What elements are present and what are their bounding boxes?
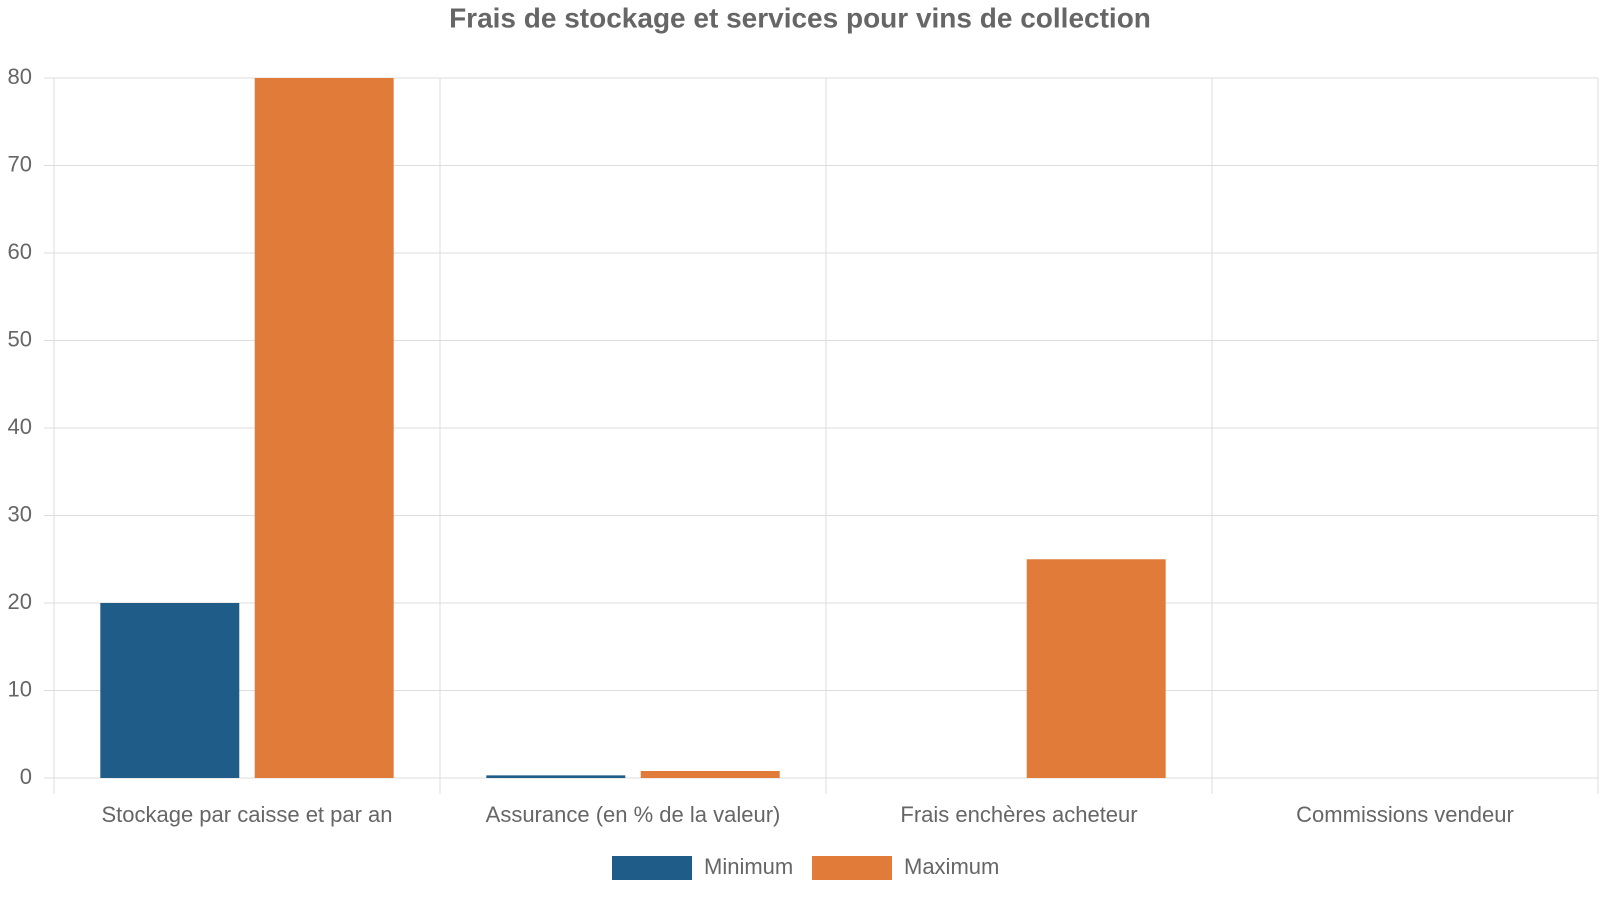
y-tick-label: 80 (8, 64, 32, 89)
legend-swatch (812, 856, 892, 880)
y-tick-label: 20 (8, 589, 32, 614)
y-tick-label: 60 (8, 239, 32, 264)
y-tick-label: 50 (8, 326, 32, 351)
legend-label: Maximum (904, 854, 999, 879)
y-tick-label: 30 (8, 501, 32, 526)
x-tick-label: Commissions vendeur (1296, 802, 1514, 827)
bar (1026, 559, 1166, 778)
x-tick-label: Frais enchères acheteur (900, 802, 1137, 827)
y-tick-label: 40 (8, 414, 32, 439)
bar (640, 771, 780, 778)
bar (100, 603, 240, 778)
y-tick-label: 10 (8, 676, 32, 701)
bar (254, 78, 394, 778)
y-tick-label: 70 (8, 151, 32, 176)
legend-swatch (612, 856, 692, 880)
x-tick-label: Assurance (en % de la valeur) (486, 802, 781, 827)
x-tick-label: Stockage par caisse et par an (101, 802, 392, 827)
bar (486, 775, 626, 778)
y-tick-label: 0 (20, 764, 32, 789)
legend-label: Minimum (704, 854, 793, 879)
chart-title: Frais de stockage et services pour vins … (449, 2, 1151, 33)
